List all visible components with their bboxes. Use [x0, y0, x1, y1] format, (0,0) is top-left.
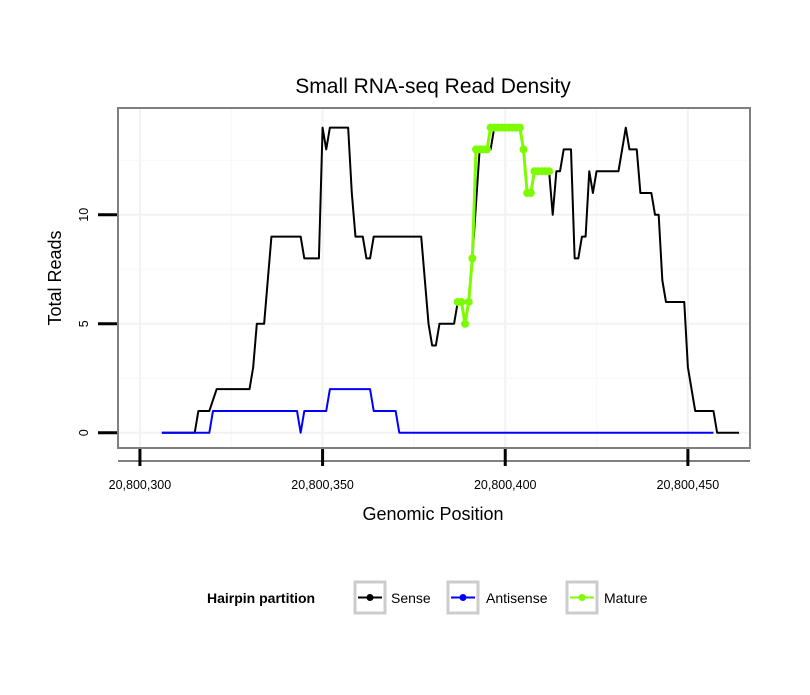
mature-point [464, 297, 473, 306]
x-axis: 20,800,300 20,800,350 20,800,400 20,800,450 [109, 449, 750, 492]
y-axis-title: Total Reads [45, 230, 65, 325]
mature-point [457, 297, 466, 306]
x-tick-label: 20,800,300 [109, 478, 172, 492]
gridlines [119, 109, 749, 447]
antisense-legend-point [459, 594, 467, 601]
x-tick-label: 20,800,400 [474, 478, 537, 492]
y-tick-label: 0 [77, 429, 91, 436]
sense-legend-point [366, 594, 374, 601]
x-axis-title: Genomic Position [362, 504, 503, 524]
x-tick-label: 20,800,350 [291, 478, 354, 492]
chart-title: Small RNA-seq Read Density [295, 75, 571, 98]
data-series [161, 123, 740, 434]
antisense-series-line [161, 388, 714, 434]
y-tick-label: 10 [77, 208, 91, 222]
legend-title: Hairpin partition [207, 590, 315, 606]
mature-point [468, 254, 477, 263]
mature-point [526, 189, 535, 197]
mature-legend-label: Mature [604, 590, 648, 606]
mature-point [461, 319, 470, 328]
y-tick-label: 5 [77, 320, 91, 327]
mature-point [519, 145, 528, 154]
plot-panel [117, 107, 751, 449]
mature-legend-point [578, 594, 586, 601]
mature-point [545, 167, 554, 176]
sense-legend-label: Sense [391, 590, 431, 606]
y-axis: 0 5 10 [77, 208, 117, 436]
x-tick-label: 20,800,450 [657, 478, 720, 492]
mature-point [515, 123, 524, 132]
legend: Hairpin partition Sense Antisense Mature [207, 580, 648, 615]
mature-point [482, 145, 491, 154]
antisense-legend-label: Antisense [486, 590, 548, 606]
